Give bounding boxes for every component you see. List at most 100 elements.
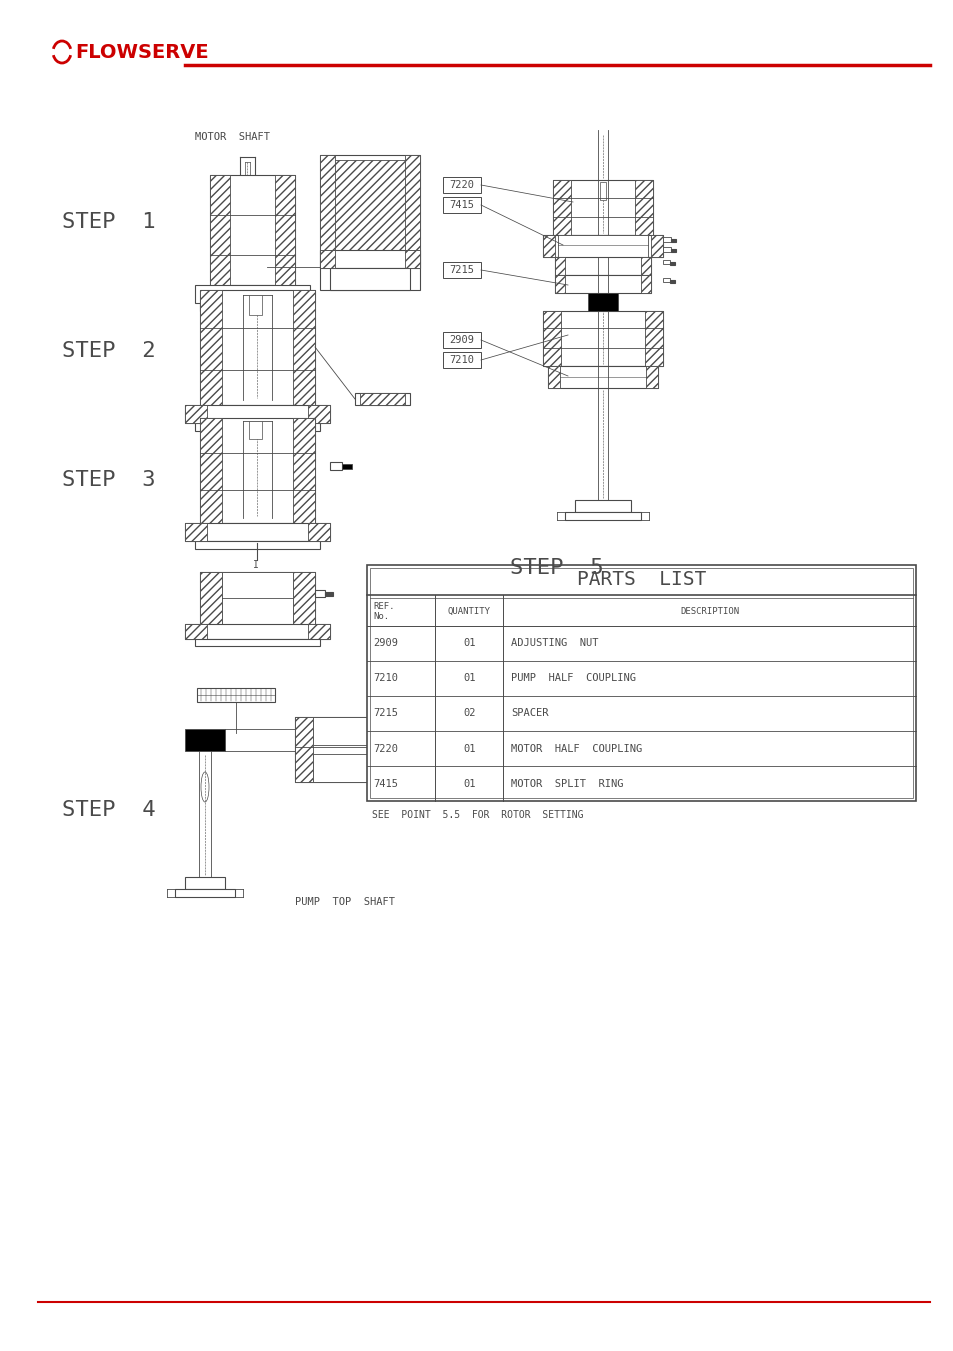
Bar [185,624,330,639]
Text: 01: 01 [462,778,475,789]
Text: 7415: 7415 [373,778,397,789]
Bar [555,257,564,276]
Bar [553,180,571,235]
Bar [670,249,676,253]
Bar [319,250,419,267]
Text: 01: 01 [462,673,475,684]
Bar [308,624,330,639]
Text: MOTOR  SHAFT: MOTOR SHAFT [194,132,270,142]
Text: ADJUSTING  NUT: ADJUSTING NUT [511,638,598,648]
Text: STEP  4: STEP 4 [62,800,155,820]
Bar [308,523,330,540]
Bar [325,592,333,596]
Bar [669,262,675,265]
Text: 02: 02 [462,708,475,719]
Bar [330,267,410,290]
Bar [650,235,662,257]
Text: 7220: 7220 [449,180,474,190]
Bar [330,462,341,470]
Bar [293,290,314,405]
Bar [293,571,314,624]
Bar [442,177,480,193]
Bar [442,353,480,367]
Bar [196,688,274,703]
Bar [200,290,222,405]
Text: MOTOR  SPLIT  RING: MOTOR SPLIT RING [511,778,623,789]
Bar [555,257,650,276]
Bar [405,155,419,250]
Bar [185,523,330,540]
Bar [564,512,640,520]
Bar [314,590,325,597]
Bar [294,717,390,782]
Bar [194,540,319,549]
Bar [553,180,652,235]
Bar [373,717,390,782]
Text: 7415: 7415 [449,200,474,209]
Bar [555,276,564,293]
Bar [319,155,419,290]
Bar [185,405,207,423]
Bar [185,624,207,639]
Text: PUMP  HALF  COUPLING: PUMP HALF COUPLING [511,673,636,684]
Text: I: I [253,561,258,570]
Bar [222,571,293,624]
Text: FLOWSERVE: FLOWSERVE [75,42,209,62]
Bar [185,405,330,423]
Text: SPACER: SPACER [511,708,548,719]
Bar [367,565,915,801]
Text: REF.
No.: REF. No. [373,603,395,621]
Bar [174,889,234,897]
Text: 7215: 7215 [449,265,474,276]
Bar [200,571,222,624]
Bar [370,567,912,798]
Text: SEE  POINT  5.5  FOR  ROTOR  SETTING: SEE POINT 5.5 FOR ROTOR SETTING [372,811,583,820]
Bar [185,877,225,889]
Bar [185,730,225,751]
Bar [200,571,314,624]
Bar [293,417,314,523]
Bar [555,276,650,293]
Bar [558,235,647,257]
Bar [547,366,559,388]
Text: STEP  5: STEP 5 [510,558,603,578]
Bar [194,285,310,303]
Bar [200,417,222,523]
Text: 01: 01 [462,743,475,754]
Bar [442,332,480,349]
Bar [249,295,262,315]
Text: 7220: 7220 [373,743,397,754]
Bar [640,257,650,276]
Bar [308,405,330,423]
Bar [542,235,555,257]
Bar [319,250,335,267]
Bar [599,182,605,200]
Bar [442,197,480,213]
Bar [644,311,662,366]
Bar [274,176,294,285]
Bar [442,262,480,278]
Bar [194,639,319,646]
Bar [575,500,630,512]
Bar [200,417,314,523]
Bar [341,463,352,469]
Bar [355,393,410,405]
Bar [547,366,658,388]
Text: DESCRIPTION: DESCRIPTION [679,607,739,616]
Bar [662,247,670,253]
Text: STEP  2: STEP 2 [62,340,155,361]
Bar [587,293,618,311]
Text: STEP  1: STEP 1 [62,212,155,232]
Text: 01: 01 [462,638,475,648]
Text: 7210: 7210 [373,673,397,684]
Bar [319,155,335,250]
Bar [640,276,650,293]
Bar [359,393,405,405]
Bar [294,717,313,782]
Bar [405,250,419,267]
Text: 2909: 2909 [449,335,474,345]
Text: 7210: 7210 [449,355,474,365]
Bar [645,366,658,388]
Bar [194,423,319,431]
Text: QUANTITY: QUANTITY [447,607,490,616]
